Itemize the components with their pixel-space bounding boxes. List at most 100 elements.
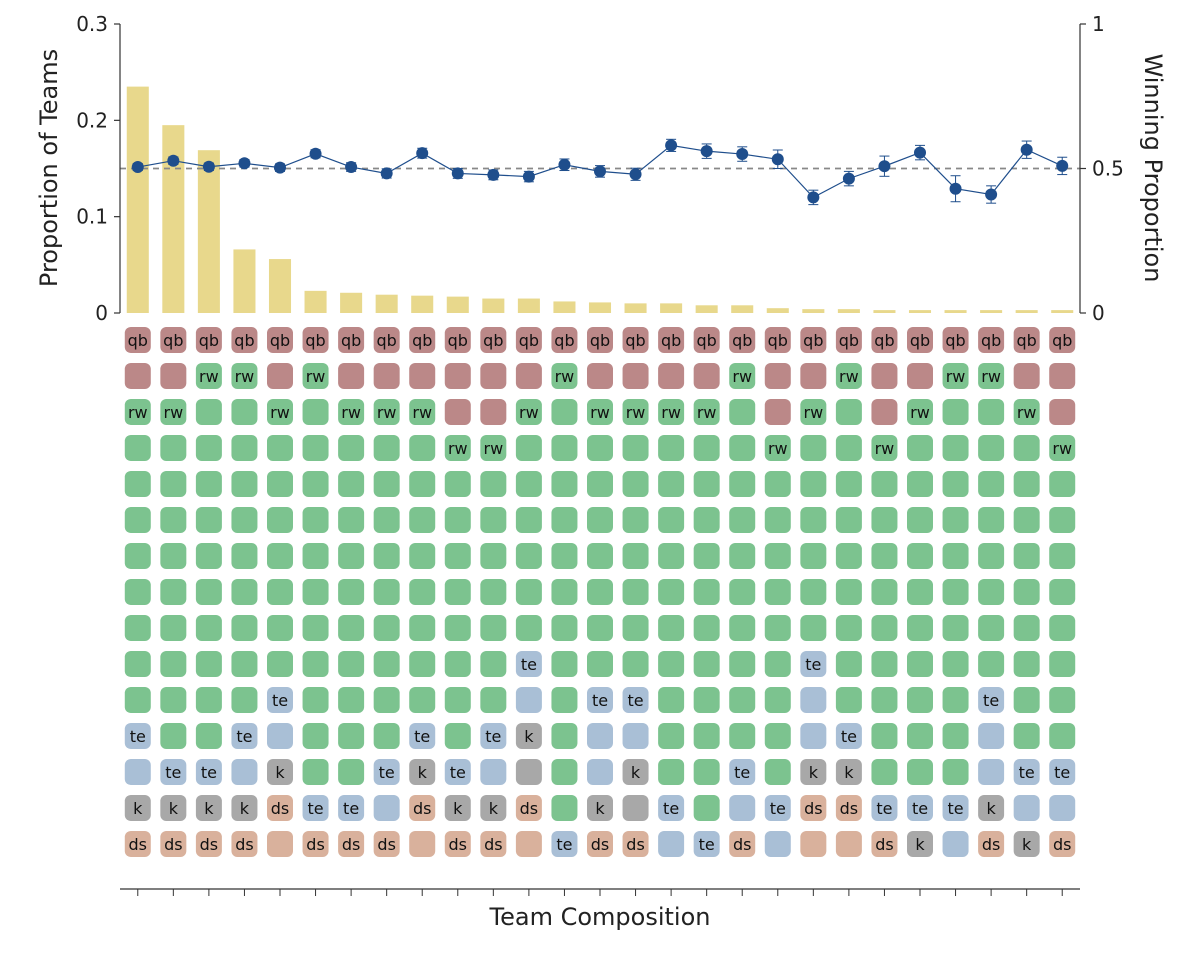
cell-generic-11-16 (693, 723, 720, 749)
cell-generic-3-0 (124, 435, 151, 461)
cell-generic-4-20 (835, 471, 862, 497)
cell-label-14-14: ds (626, 835, 645, 854)
cell-label-12-14: k (631, 763, 641, 782)
cell-label-14-0: ds (129, 835, 148, 854)
cell-ds-13-20 (835, 795, 862, 821)
cell-rw-2-0 (124, 399, 151, 425)
cell-generic-3-2 (195, 435, 222, 461)
cell-te-10-11 (515, 687, 542, 713)
cell-qb-0-22 (907, 327, 933, 353)
cell-label-1-5: rw (306, 367, 326, 386)
cell-label-11-8: te (414, 727, 430, 746)
cell-label-14-2: ds (200, 835, 219, 854)
cell-generic-11-22 (907, 723, 933, 749)
cell-label-12-17: te (734, 763, 750, 782)
cell-generic-9-12 (551, 651, 578, 677)
cell-generic-7-14 (622, 579, 649, 605)
cell-label-10-24: te (983, 691, 999, 710)
cell-te-11-13 (587, 723, 613, 749)
cell-generic-9-2 (195, 651, 222, 677)
cell-k-14-22 (907, 831, 933, 857)
y-axis-title: Proportion of Teams (35, 49, 63, 287)
cell-generic-10-8 (409, 687, 436, 713)
cell-generic-3-4 (267, 435, 293, 461)
cell-rw-1-20 (835, 363, 862, 389)
cell-generic-4-22 (907, 471, 933, 497)
cell-generic-9-16 (693, 651, 720, 677)
cell-generic-7-8 (409, 579, 436, 605)
cell-qb-0-0 (124, 327, 151, 353)
cell-generic-9-15 (658, 651, 685, 677)
cell-generic-8-26 (1049, 615, 1076, 641)
cell-generic-4-25 (1013, 471, 1040, 497)
cell-te-11-8 (409, 723, 436, 749)
cell-generic-8-17 (729, 615, 756, 641)
cell-generic-3-13 (587, 435, 613, 461)
cell-generic-8-8 (409, 615, 436, 641)
cell-generic-10-12 (551, 687, 578, 713)
cell-generic-7-10 (480, 579, 507, 605)
cell-k-13-1 (160, 795, 187, 821)
bar-26 (1051, 310, 1074, 313)
cell-label-14-24: ds (982, 835, 1001, 854)
cell-qb-1-22 (907, 363, 933, 389)
bar-12 (553, 301, 576, 313)
cell-generic-9-5 (302, 651, 329, 677)
cell-generic-4-15 (658, 471, 685, 497)
cell-label-10-14: te (627, 691, 643, 710)
cell-label-0-25: qb (1017, 331, 1037, 350)
bar-22 (908, 310, 932, 313)
cell-label-2-4: rw (270, 403, 290, 422)
cell-qb-1-11 (515, 363, 542, 389)
winning-point-0 (131, 161, 144, 174)
cell-generic-9-22 (907, 651, 933, 677)
cell-k-12-14 (622, 759, 649, 785)
cell-te-12-26 (1049, 759, 1076, 785)
cell-generic-5-12 (551, 507, 578, 533)
cell-generic-11-18 (764, 723, 791, 749)
cell-generic-2-3 (231, 399, 258, 425)
x-axis-title: Team Composition (489, 903, 711, 931)
cell-rw-1-23 (942, 363, 969, 389)
cell-generic-7-1 (160, 579, 187, 605)
cell-generic-3-8 (409, 435, 436, 461)
cell-generic-7-15 (658, 579, 685, 605)
cell-rw-1-3 (231, 363, 258, 389)
cell-generic-6-15 (658, 543, 685, 569)
cell-generic-3-11 (515, 435, 542, 461)
cell-generic-8-16 (693, 615, 720, 641)
cell-rw-2-11 (515, 399, 542, 425)
cell-generic-2-24 (978, 399, 1005, 425)
cell-generic-7-12 (551, 579, 578, 605)
cell-generic-8-11 (515, 615, 542, 641)
cell-generic-3-1 (160, 435, 187, 461)
cell-generic-5-0 (124, 507, 151, 533)
cell-ds-14-14 (622, 831, 649, 857)
cell-k-12-19 (800, 759, 827, 785)
cell-te-12-3 (231, 759, 258, 785)
cell-ds-13-11 (515, 795, 542, 821)
cell-ds-14-4 (267, 831, 293, 857)
cell-te-13-6 (338, 795, 365, 821)
cell-label-1-17: rw (732, 367, 752, 386)
cell-generic-4-1 (160, 471, 187, 497)
cell-generic-6-17 (729, 543, 756, 569)
cell-label-3-26: rw (1052, 439, 1072, 458)
cell-generic-12-12 (551, 759, 578, 785)
cell-qb-2-9 (444, 399, 471, 425)
cell-label-13-0: k (133, 799, 143, 818)
cell-generic-8-14 (622, 615, 649, 641)
cell-qb-1-14 (622, 363, 649, 389)
cell-label-13-23: te (947, 799, 963, 818)
cell-label-0-16: qb (697, 331, 717, 350)
cell-rw-2-14 (622, 399, 649, 425)
cell-label-0-23: qb (945, 331, 965, 350)
cell-generic-10-16 (693, 687, 720, 713)
cell-generic-13-16 (693, 795, 720, 821)
cell-generic-6-11 (515, 543, 542, 569)
cell-generic-12-21 (871, 759, 898, 785)
cell-generic-5-23 (942, 507, 969, 533)
cell-label-0-11: qb (519, 331, 539, 350)
cell-generic-6-6 (338, 543, 365, 569)
cell-generic-3-14 (622, 435, 649, 461)
